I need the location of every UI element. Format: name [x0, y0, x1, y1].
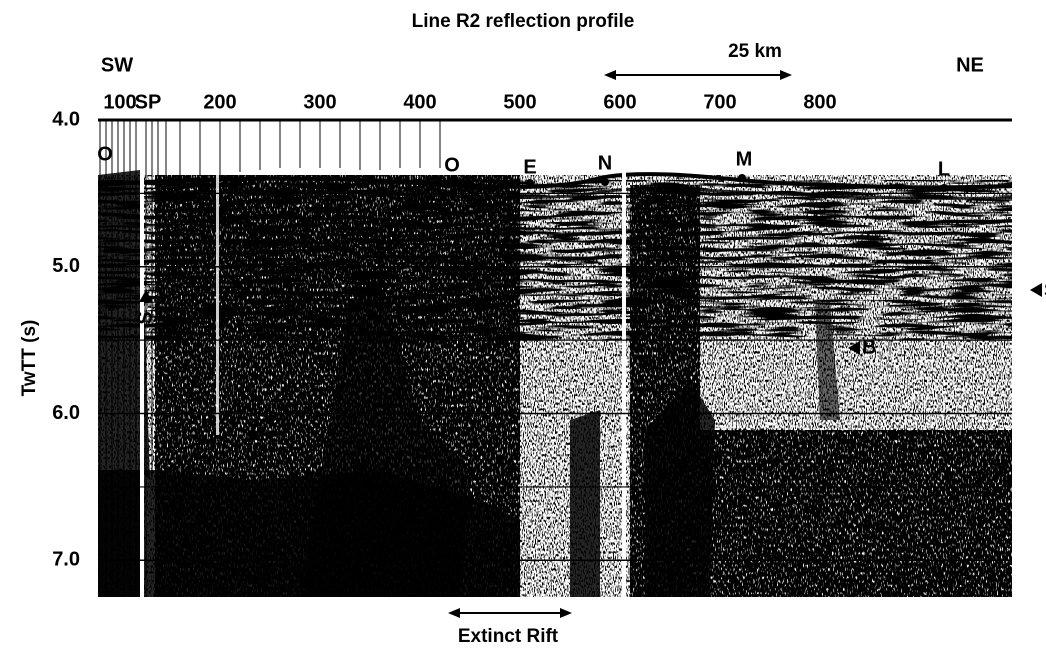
y-tick-label: 6.0 [52, 402, 80, 424]
site-label: E [523, 156, 536, 178]
site-markers [139, 174, 1042, 355]
horizon-label: S [1044, 279, 1046, 301]
x-tick-label: 100 [103, 91, 136, 113]
y-tick-label: 7.0 [52, 549, 80, 571]
chart-title: Line R2 reflection profile [412, 11, 635, 32]
rift-label: Extinct Rift [458, 626, 559, 647]
scale-label: 25 km [728, 41, 782, 62]
y-tick-label: 4.0 [52, 108, 80, 130]
site-label: N [598, 152, 612, 174]
scale-bar [604, 70, 792, 80]
grid [98, 119, 1012, 562]
site-label: O [97, 143, 113, 165]
rift-bar [448, 608, 572, 618]
x-tick-label: 400 [403, 91, 436, 113]
x-tick-label: 600 [603, 91, 636, 113]
y-tick-label: 5.0 [52, 255, 80, 277]
y-axis-label: TwTT (s) [19, 320, 40, 397]
horizon-label: S [134, 311, 156, 324]
site-label: M [736, 148, 753, 170]
x-tick-label: 700 [703, 91, 736, 113]
horizon-label: B [862, 336, 876, 358]
site-label: O [444, 154, 460, 176]
seismic-section [98, 120, 1012, 597]
x-tick-label: 800 [803, 91, 836, 113]
x-tick-label: 500 [503, 91, 536, 113]
direction-label: NE [956, 54, 984, 76]
direction-label: SW [101, 54, 133, 76]
x-tick-label: 200 [203, 91, 236, 113]
site-label: L [938, 158, 950, 180]
x-axis-label: SP [135, 91, 162, 113]
x-tick-label: 300 [303, 91, 336, 113]
